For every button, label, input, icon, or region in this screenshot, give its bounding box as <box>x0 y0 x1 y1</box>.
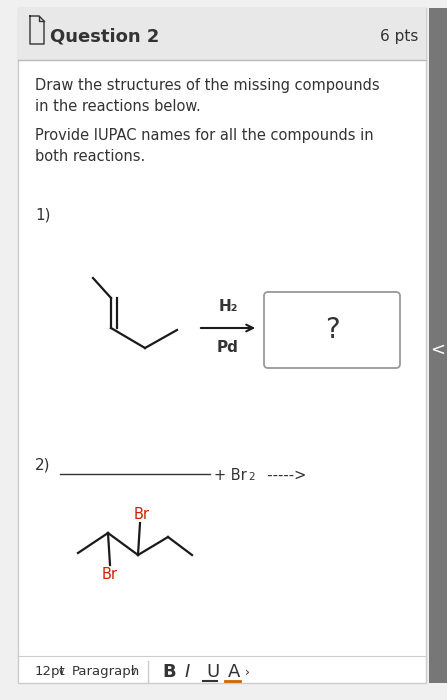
Text: U: U <box>206 663 219 681</box>
FancyBboxPatch shape <box>264 292 400 368</box>
Text: 1): 1) <box>35 208 51 223</box>
Text: ----->: -----> <box>258 468 306 483</box>
Text: Question 2: Question 2 <box>50 28 160 46</box>
Text: ›: › <box>245 666 250 678</box>
Text: Provide IUPAC names for all the compounds in
both reactions.: Provide IUPAC names for all the compound… <box>35 128 374 164</box>
Text: 2: 2 <box>248 472 255 482</box>
Text: Draw the structures of the missing compounds
in the reactions below.: Draw the structures of the missing compo… <box>35 78 380 114</box>
Text: Paragraph: Paragraph <box>72 666 140 678</box>
Text: ∨: ∨ <box>58 667 65 677</box>
Bar <box>429 8 447 683</box>
Text: H₂: H₂ <box>218 299 238 314</box>
Text: Pd: Pd <box>217 340 239 355</box>
Text: 6 pts: 6 pts <box>380 29 418 45</box>
Text: + Br: + Br <box>214 468 247 483</box>
Text: ∨: ∨ <box>130 667 137 677</box>
Text: B: B <box>162 663 176 681</box>
Text: ?: ? <box>325 316 339 344</box>
Text: A: A <box>228 663 240 681</box>
Bar <box>18 8 426 60</box>
Text: Br: Br <box>102 567 118 582</box>
Text: <: < <box>430 341 446 359</box>
Text: 12pt: 12pt <box>35 666 66 678</box>
Text: Br: Br <box>134 507 150 522</box>
Text: I: I <box>185 663 190 681</box>
Text: 2): 2) <box>35 458 51 473</box>
